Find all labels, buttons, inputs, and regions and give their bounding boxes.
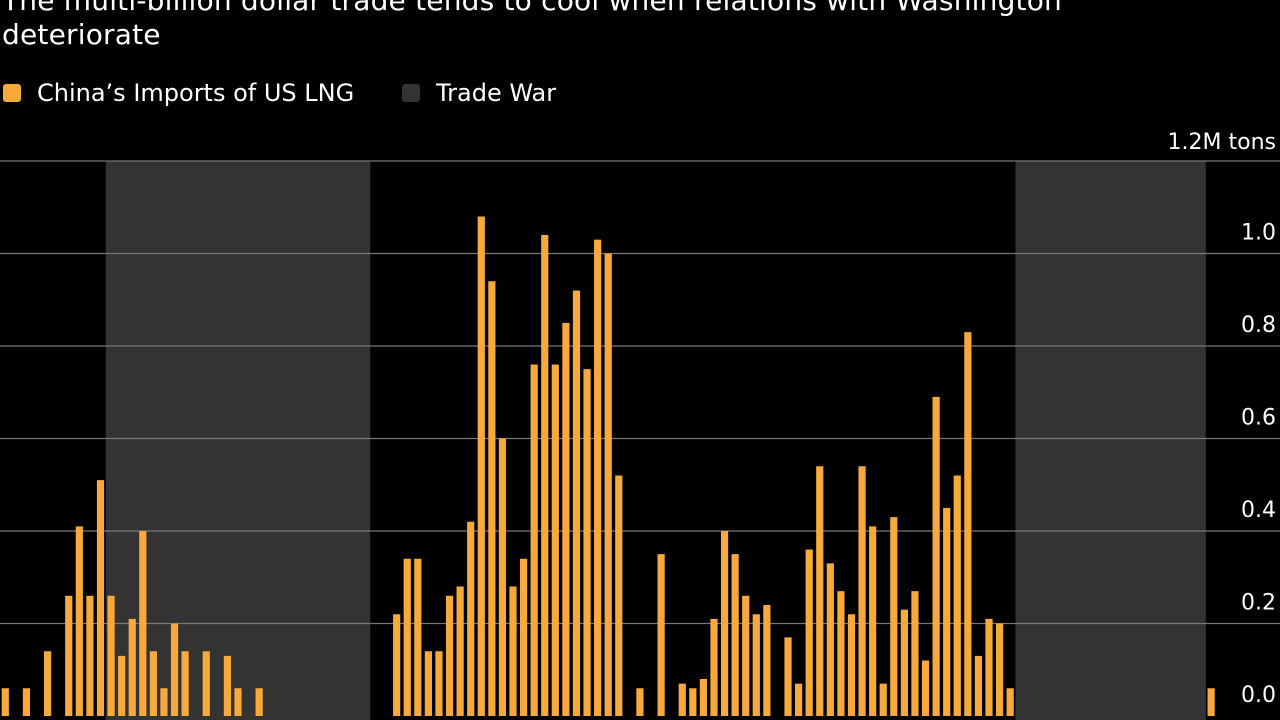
bar-80 (847, 614, 856, 716)
bar-11 (118, 655, 126, 717)
bar-69 (731, 554, 739, 717)
bar-2 (22, 688, 31, 716)
gridline-layer (0, 160, 1280, 625)
bar-79 (837, 591, 845, 717)
legend-label-imports: China’s Imports of US LNG (37, 79, 355, 107)
bar-58 (615, 475, 623, 716)
y-tick-label: 0.8 (1241, 313, 1276, 338)
trade-war-shading-layer (105, 161, 1206, 720)
legend-swatch-imports (3, 84, 21, 102)
bar-8 (86, 595, 94, 716)
bar-91 (964, 332, 972, 717)
bar-19 (202, 651, 210, 716)
bar-78 (826, 563, 834, 717)
bar-52 (551, 364, 559, 716)
bar-56 (594, 239, 602, 716)
bar-92 (974, 655, 983, 717)
bar-44 (467, 521, 475, 716)
bar-93 (985, 618, 993, 717)
y-tick-label: 1.0 (1241, 221, 1276, 246)
bar-15 (160, 688, 168, 716)
bar-43 (456, 586, 464, 716)
bar-67 (710, 618, 718, 717)
bar-21 (223, 655, 232, 717)
bar-66 (699, 679, 708, 716)
bar-46 (488, 281, 496, 716)
bar-9 (96, 480, 105, 717)
bar-74 (784, 637, 792, 717)
bar-24 (255, 688, 263, 716)
bar-53 (562, 322, 570, 717)
bar-62 (657, 554, 665, 717)
bar-70 (742, 595, 750, 716)
y-tick-layer: 0.0 0.2 0.4 0.6 0.8 1.0 1.2M tons (1168, 130, 1276, 708)
bar-40 (424, 651, 432, 716)
bar-65 (689, 688, 697, 716)
chart-title-line-1: The multi-billion dollar trade tends to … (2, 0, 1062, 17)
legend-item-trade-war: Trade War (402, 78, 556, 108)
bar-0 (1, 688, 9, 716)
bar-88 (932, 396, 940, 717)
bar-6 (65, 595, 73, 716)
bar-7 (75, 526, 83, 717)
bar-41 (435, 651, 443, 716)
legend-label-trade-war: Trade War (436, 79, 557, 107)
y-axis-unit-label: 1.2M tons (1168, 130, 1276, 155)
bar-82 (869, 526, 877, 717)
bar-49 (519, 558, 528, 716)
bar-50 (530, 364, 538, 716)
bar-54 (572, 290, 581, 716)
y-tick-label: 0.6 (1241, 406, 1276, 431)
bar-39 (414, 558, 422, 716)
bar-47 (498, 438, 507, 716)
bar-37 (393, 614, 401, 716)
bar-60 (636, 688, 644, 716)
legend-item-imports: China’s Imports of US LNG (3, 78, 354, 108)
bar-10 (107, 595, 115, 716)
bar-13 (139, 531, 147, 716)
bar-75 (795, 683, 803, 717)
bar-85 (900, 609, 908, 717)
bar-68 (720, 531, 729, 716)
trade-war-band-1 (105, 161, 371, 720)
bar-12 (128, 618, 136, 717)
y-tick-label: 0.0 (1241, 683, 1276, 708)
bar-45 (477, 216, 485, 716)
legend-swatch-trade-war (402, 84, 420, 102)
bar-16 (170, 623, 179, 716)
bar-55 (583, 369, 591, 717)
bar-71 (752, 614, 760, 716)
bar-84 (890, 517, 898, 717)
bar-81 (858, 466, 866, 716)
bar-94 (995, 623, 1004, 716)
bar-89 (943, 507, 951, 717)
bar-95 (1006, 688, 1014, 716)
y-tick-label: 0.2 (1241, 591, 1276, 616)
bar-51 (541, 235, 549, 716)
bar-57 (604, 253, 612, 716)
bar-83 (879, 683, 887, 717)
bar-14 (149, 651, 157, 716)
y-tick-label: 0.4 (1241, 498, 1276, 523)
bar-87 (921, 660, 930, 716)
bar-64 (678, 683, 686, 717)
bar-22 (234, 688, 242, 716)
bar-38 (403, 558, 411, 716)
bar-72 (763, 605, 771, 716)
bar-17 (181, 651, 189, 716)
bar-86 (911, 591, 919, 717)
bar-76 (805, 549, 813, 716)
trade-war-band-2 (1015, 161, 1206, 720)
bar-77 (816, 466, 824, 716)
bar-4 (44, 651, 52, 716)
chart-title-line-2: deteriorate (2, 18, 161, 51)
bar-42 (445, 595, 454, 716)
bar-48 (509, 586, 517, 716)
bar-114 (1207, 688, 1215, 716)
bar-90 (953, 475, 961, 716)
bar-layer (1, 216, 1215, 717)
